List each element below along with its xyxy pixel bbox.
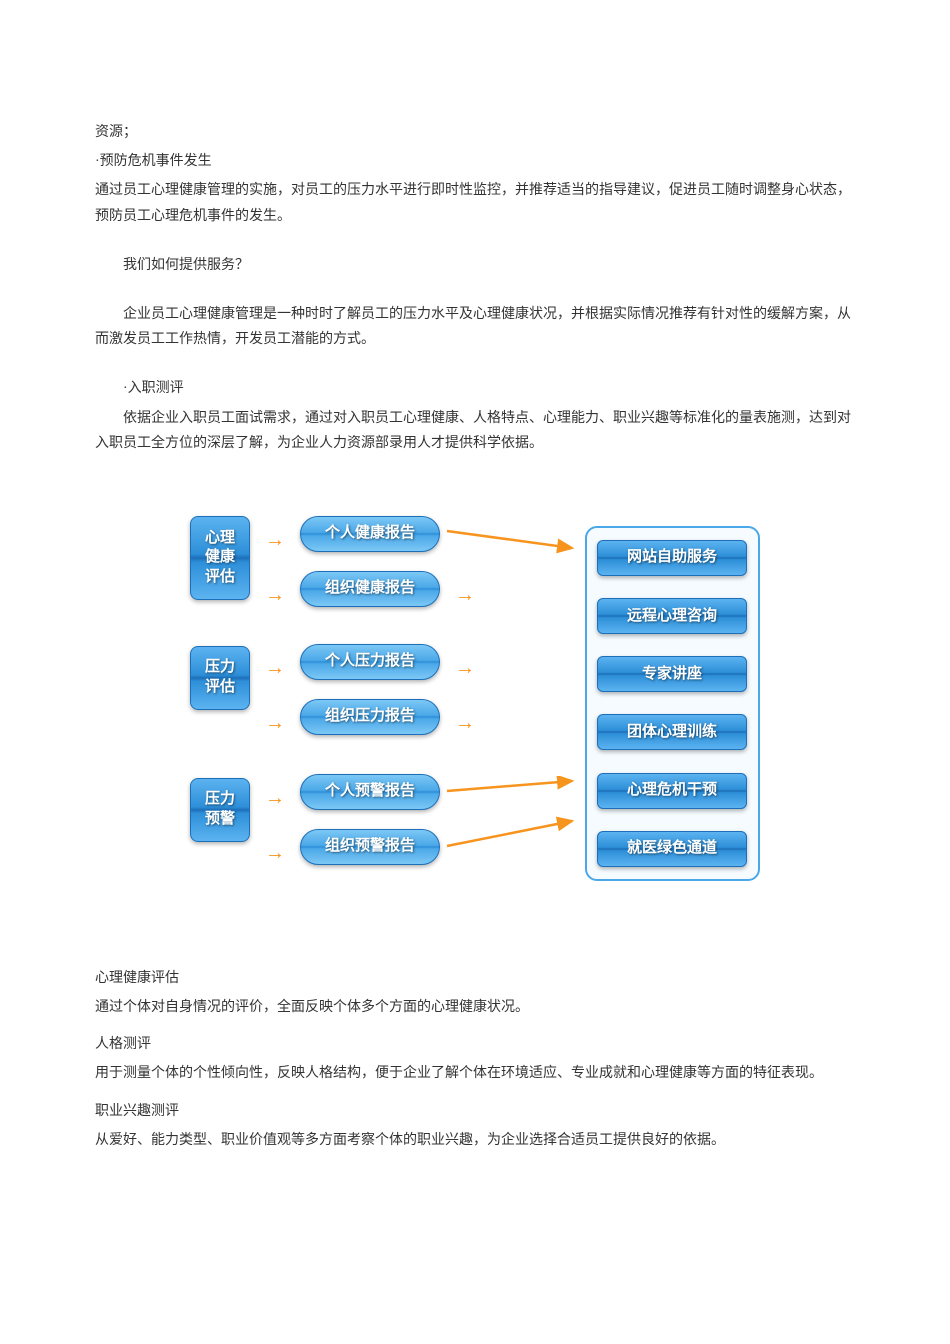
heading-how-service: 我们如何提供服务？	[95, 253, 855, 278]
flowchart-node-org-pressure-report: 组织压力报告	[300, 699, 440, 735]
arrow-diagonal-icon	[442, 526, 582, 556]
flowchart-node-personal-pressure-report: 个人压力报告	[300, 644, 440, 680]
heading-onboarding-assessment: ·入职测评	[95, 376, 855, 401]
flowchart-node-org-warning-report: 组织预警报告	[300, 829, 440, 865]
flowchart-diagram: 心理健康评估 压力评估 压力预警 → → → → → → 个人健康报告 组织健康…	[190, 516, 760, 896]
flowchart-node-mental-health-assess: 心理健康评估	[190, 516, 250, 600]
flowchart-node-medical-green-channel: 就医绿色通道	[597, 831, 747, 867]
arrow-icon: →	[265, 650, 285, 686]
flowchart-node-org-health-report: 组织健康报告	[300, 571, 440, 607]
arrow-icon: →	[455, 577, 475, 613]
arrow-icon: →	[455, 650, 475, 686]
paragraph-resources: 资源；	[95, 120, 855, 145]
arrow-diagonal-icon	[442, 776, 582, 806]
heading-personality-assessment: 人格测评	[95, 1032, 855, 1057]
flowchart-node-personal-warning-report: 个人预警报告	[300, 774, 440, 810]
flowchart-node-remote-consult: 远程心理咨询	[597, 598, 747, 634]
heading-mental-health-assessment: 心理健康评估	[95, 966, 855, 991]
paragraph-onboarding-assessment: 依据企业入职员工面试需求，通过对入职员工心理健康、人格特点、心理能力、职业兴趣等…	[95, 406, 855, 456]
heading-prevention: ·预防危机事件发生	[95, 149, 855, 174]
flowchart-node-personal-health-report: 个人健康报告	[300, 516, 440, 552]
arrow-icon: →	[265, 577, 285, 613]
paragraph-mental-health-assessment: 通过个体对自身情况的评价，全面反映个体多个方面的心理健康状况。	[95, 995, 855, 1020]
arrow-diagonal-icon	[442, 816, 582, 856]
flowchart-node-expert-lecture: 专家讲座	[597, 656, 747, 692]
heading-career-interest-assessment: 职业兴趣测评	[95, 1099, 855, 1124]
paragraph-personality-assessment: 用于测量个体的个性倾向性，反映人格结构，便于企业了解个体在环境适应、专业成就和心…	[95, 1061, 855, 1086]
arrow-icon: →	[265, 780, 285, 816]
arrow-icon: →	[265, 705, 285, 741]
arrow-icon: →	[455, 705, 475, 741]
flowchart-services-group: 网站自助服务 远程心理咨询 专家讲座 团体心理训练 心理危机干预 就医绿色通道	[585, 526, 760, 881]
paragraph-career-interest-assessment: 从爱好、能力类型、职业价值观等多方面考察个体的职业兴趣，为企业选择合适员工提供良…	[95, 1128, 855, 1153]
arrow-icon: →	[265, 522, 285, 558]
flowchart-node-pressure-assess: 压力评估	[190, 646, 250, 710]
arrow-icon: →	[265, 835, 285, 871]
flowchart-node-pressure-warning: 压力预警	[190, 778, 250, 842]
paragraph-service-desc: 企业员工心理健康管理是一种时时了解员工的压力水平及心理健康状况，并根据实际情况推…	[95, 302, 855, 352]
flowchart-node-web-self-service: 网站自助服务	[597, 540, 747, 576]
flowchart-node-group-training: 团体心理训练	[597, 714, 747, 750]
flowchart-node-crisis-intervention: 心理危机干预	[597, 773, 747, 809]
paragraph-prevention: 通过员工心理健康管理的实施，对员工的压力水平进行即时性监控，并推荐适当的指导建议…	[95, 178, 855, 228]
